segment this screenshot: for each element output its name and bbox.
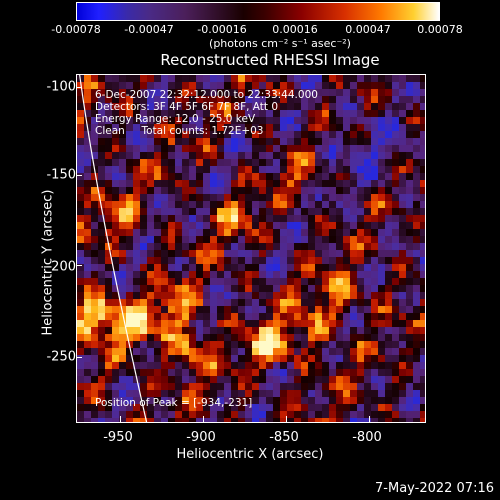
y-tick-label: -100: [46, 79, 76, 95]
info-time-range: 6-Dec-2007 22:32:12.000 to 22:33:44.000: [95, 89, 318, 101]
generation-date: 7-May-2022 07:16: [375, 481, 494, 496]
colorbar-tick: -0.00016: [197, 23, 247, 36]
colorbar-tick: 0.00047: [345, 23, 391, 36]
observation-info: 6-Dec-2007 22:32:12.000 to 22:33:44.000 D…: [95, 89, 318, 137]
y-tick-label: -200: [46, 259, 76, 275]
peak-position: Position of Peak = [-934,-231]: [95, 397, 253, 409]
x-axis-label: Heliocentric X (arcsec): [176, 447, 324, 462]
solar-image-plot: [76, 74, 426, 423]
colorbar-tick: 0.00078: [417, 23, 463, 36]
solar-limb: [79, 75, 148, 422]
x-tick-label: -850: [269, 430, 299, 445]
y-axis-label: Heliocentric Y (arcsec): [40, 189, 56, 336]
y-tick-label: -250: [46, 349, 76, 365]
info-energy-range: Energy Range: 12.0 - 25.0 keV: [95, 113, 256, 125]
x-tick-label: -800: [352, 430, 382, 445]
info-counts: Clean Total counts: 1.72E+03: [95, 125, 264, 137]
y-tick-label: -150: [46, 167, 76, 183]
x-tick-label: -950: [103, 430, 133, 445]
flux-map: [77, 75, 425, 422]
info-detectors: Detectors: 3F 4F 5F 6F 7F 8F, Att 0: [95, 101, 279, 113]
x-tick-label: -900: [186, 430, 216, 445]
colorbar-tick: -0.00078: [51, 23, 101, 36]
colorbar-units: (photons cm⁻² s⁻¹ asec⁻²): [209, 37, 351, 50]
colorbar: [76, 2, 440, 21]
colorbar-tick: -0.00047: [124, 23, 174, 36]
image-title: Reconstructed RHESSI Image: [160, 51, 380, 69]
colorbar-tick: 0.00016: [272, 23, 318, 36]
